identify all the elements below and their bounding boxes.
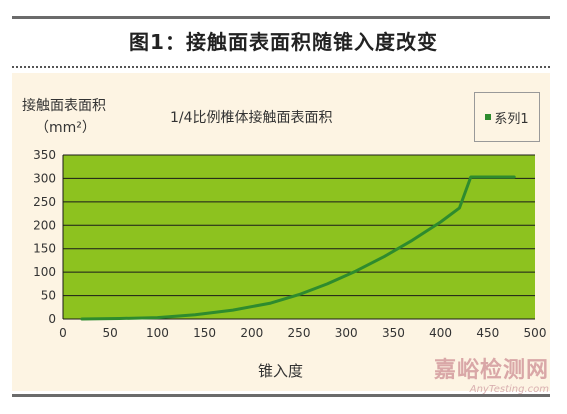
legend: 系列1	[474, 92, 540, 142]
x-tick-label-5: 250	[288, 326, 311, 340]
chart-title: 1/4比例椎体接触面表面积	[170, 110, 333, 126]
x-tick-label-6: 300	[335, 326, 358, 340]
legend-label: 系列1	[494, 111, 529, 127]
y-tick-label-5: 250	[33, 195, 56, 209]
bottom-rule	[12, 394, 550, 397]
x-axis-label: 锥入度	[258, 362, 304, 380]
series-line-0	[80, 175, 516, 321]
y-tick-label-1: 50	[41, 289, 56, 303]
watermark-sub: AnyTesting.com	[469, 384, 549, 395]
y-tick-label-2: 100	[33, 265, 56, 279]
y-axis-label: 接触面表面积	[22, 98, 106, 114]
top-rule	[12, 16, 550, 19]
y-tick-label-7: 350	[33, 148, 56, 162]
x-tick-label-9: 450	[476, 326, 499, 340]
y-tick-label-0: 0	[48, 312, 56, 326]
y-tick-label-3: 150	[33, 242, 56, 256]
figure-title: 图1：接触面表面积随锥入度改变	[129, 30, 438, 54]
plot-background	[63, 155, 535, 319]
dotted-divider	[12, 66, 550, 68]
y-tick-label-6: 300	[33, 171, 56, 185]
x-tick-label-3: 150	[193, 326, 216, 340]
x-tick-label-2: 100	[146, 326, 169, 340]
legend-swatch	[485, 114, 492, 120]
x-tick-label-1: 50	[103, 326, 118, 340]
watermark: 嘉峪检测网 AnyTesting.com	[434, 352, 549, 395]
x-tick-label-8: 400	[429, 326, 452, 340]
x-tick-label-10: 500	[524, 326, 547, 340]
y-axis-unit: （mm²）	[35, 120, 96, 136]
x-tick-label-4: 200	[240, 326, 263, 340]
x-tick-label-7: 350	[382, 326, 405, 340]
x-tick-label-0: 0	[59, 326, 67, 340]
y-tick-label-4: 200	[33, 218, 56, 232]
watermark-main: 嘉峪检测网	[433, 358, 549, 383]
